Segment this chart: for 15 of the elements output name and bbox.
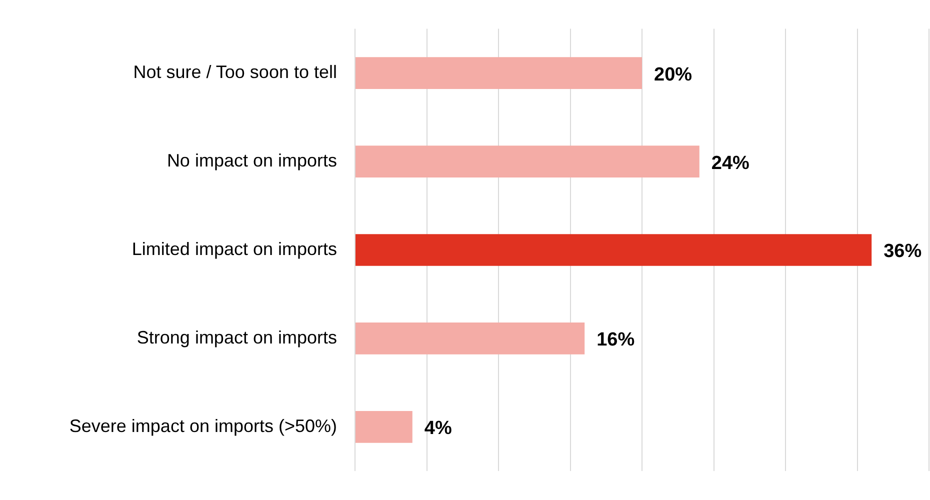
y-tick-label: Not sure / Too soon to tell bbox=[133, 62, 337, 82]
data-label: 24% bbox=[711, 152, 750, 174]
data-label: 16% bbox=[596, 330, 635, 351]
y-tick-label: Severe impact on imports (>50%) bbox=[69, 416, 337, 436]
bar bbox=[356, 322, 585, 354]
bar bbox=[356, 411, 412, 443]
bar bbox=[356, 57, 642, 89]
bar bbox=[356, 146, 700, 178]
y-tick-label: Strong impact on imports bbox=[136, 327, 337, 348]
data-label: 36% bbox=[884, 241, 922, 262]
data-label: 20% bbox=[654, 64, 692, 86]
bar bbox=[356, 234, 872, 266]
data-label: 4% bbox=[424, 418, 452, 440]
y-tick-label: No impact on imports bbox=[166, 150, 337, 170]
y-tick-label: Limited impact on imports bbox=[132, 238, 337, 259]
